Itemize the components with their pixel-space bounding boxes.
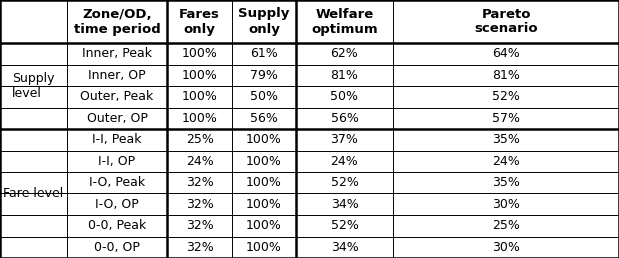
- Text: Fares
only: Fares only: [179, 7, 220, 36]
- Text: 32%: 32%: [186, 198, 214, 211]
- Text: Welfare
optimum: Welfare optimum: [311, 7, 378, 36]
- Text: 81%: 81%: [492, 69, 520, 82]
- Text: 100%: 100%: [182, 90, 217, 103]
- Text: Inner, OP: Inner, OP: [88, 69, 146, 82]
- Text: 62%: 62%: [331, 47, 358, 60]
- Text: Outer, Peak: Outer, Peak: [80, 90, 154, 103]
- Text: 100%: 100%: [182, 47, 217, 60]
- Text: 100%: 100%: [246, 219, 282, 232]
- Text: 0-0, OP: 0-0, OP: [94, 241, 140, 254]
- Text: 56%: 56%: [331, 112, 358, 125]
- Text: 50%: 50%: [331, 90, 358, 103]
- Text: 25%: 25%: [186, 133, 214, 146]
- Text: 32%: 32%: [186, 241, 214, 254]
- Text: 100%: 100%: [246, 133, 282, 146]
- Text: I-I, Peak: I-I, Peak: [92, 133, 142, 146]
- Text: 100%: 100%: [246, 155, 282, 168]
- Text: I-I, OP: I-I, OP: [98, 155, 136, 168]
- Text: 100%: 100%: [182, 112, 217, 125]
- Text: 100%: 100%: [246, 176, 282, 189]
- Text: 34%: 34%: [331, 241, 358, 254]
- Text: 100%: 100%: [246, 241, 282, 254]
- Text: 52%: 52%: [331, 219, 358, 232]
- Text: 24%: 24%: [186, 155, 214, 168]
- Text: Pareto
scenario: Pareto scenario: [474, 7, 538, 36]
- Text: 79%: 79%: [250, 69, 278, 82]
- Text: 56%: 56%: [250, 112, 278, 125]
- Text: 52%: 52%: [492, 90, 520, 103]
- Text: Fare level: Fare level: [3, 187, 64, 200]
- Text: I-O, OP: I-O, OP: [95, 198, 139, 211]
- Text: Supply
only: Supply only: [238, 7, 290, 36]
- Text: 32%: 32%: [186, 219, 214, 232]
- Text: 34%: 34%: [331, 198, 358, 211]
- Text: 50%: 50%: [250, 90, 278, 103]
- Text: 37%: 37%: [331, 133, 358, 146]
- Text: Outer, OP: Outer, OP: [87, 112, 147, 125]
- Text: 35%: 35%: [492, 133, 520, 146]
- Text: 32%: 32%: [186, 176, 214, 189]
- Text: 24%: 24%: [492, 155, 520, 168]
- Text: 61%: 61%: [250, 47, 278, 60]
- Text: 30%: 30%: [492, 241, 520, 254]
- Text: 57%: 57%: [492, 112, 520, 125]
- Text: Zone/OD,
time period: Zone/OD, time period: [74, 7, 160, 36]
- Text: I-O, Peak: I-O, Peak: [89, 176, 145, 189]
- Text: Supply
level: Supply level: [12, 72, 54, 100]
- Text: 30%: 30%: [492, 198, 520, 211]
- Text: 35%: 35%: [492, 176, 520, 189]
- Text: 81%: 81%: [331, 69, 358, 82]
- Text: 25%: 25%: [492, 219, 520, 232]
- Text: 52%: 52%: [331, 176, 358, 189]
- Text: 64%: 64%: [492, 47, 520, 60]
- Text: 24%: 24%: [331, 155, 358, 168]
- Text: Inner, Peak: Inner, Peak: [82, 47, 152, 60]
- Text: 100%: 100%: [182, 69, 217, 82]
- Text: 100%: 100%: [246, 198, 282, 211]
- Text: 0-0, Peak: 0-0, Peak: [88, 219, 146, 232]
